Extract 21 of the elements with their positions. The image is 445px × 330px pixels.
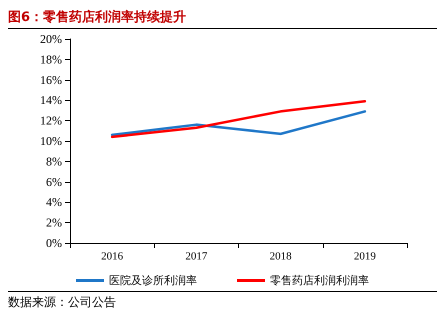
source-note: 数据来源：公司公告: [8, 294, 437, 311]
x-tick-label: 2017: [185, 250, 208, 262]
line-series: [110, 100, 366, 138]
y-tick-label: 18%: [40, 52, 62, 66]
x-tick-label: 2019: [354, 250, 376, 262]
line-series: [110, 110, 366, 136]
y-tick-label: 4%: [46, 195, 62, 210]
y-tick-label: 10%: [40, 134, 62, 148]
y-tick-label: 16%: [40, 72, 62, 87]
x-tick-label: 2016: [101, 250, 124, 262]
y-tick-label: 6%: [46, 174, 62, 189]
y-tick-label: 2%: [46, 216, 62, 230]
chart-title: 图6：零售药店利润率持续提升: [8, 8, 437, 29]
y-tick-label: 12%: [40, 114, 62, 128]
legend-label: 零售药店利润利润率: [270, 274, 369, 287]
y-tick-label: 20%: [40, 32, 62, 46]
y-tick-label: 14%: [40, 93, 62, 108]
y-tick-label: 0%: [46, 236, 62, 250]
legend-label: 医院及诊所利润率: [109, 274, 197, 287]
y-tick-label: 8%: [46, 154, 62, 168]
x-tick-label: 2018: [270, 250, 292, 262]
